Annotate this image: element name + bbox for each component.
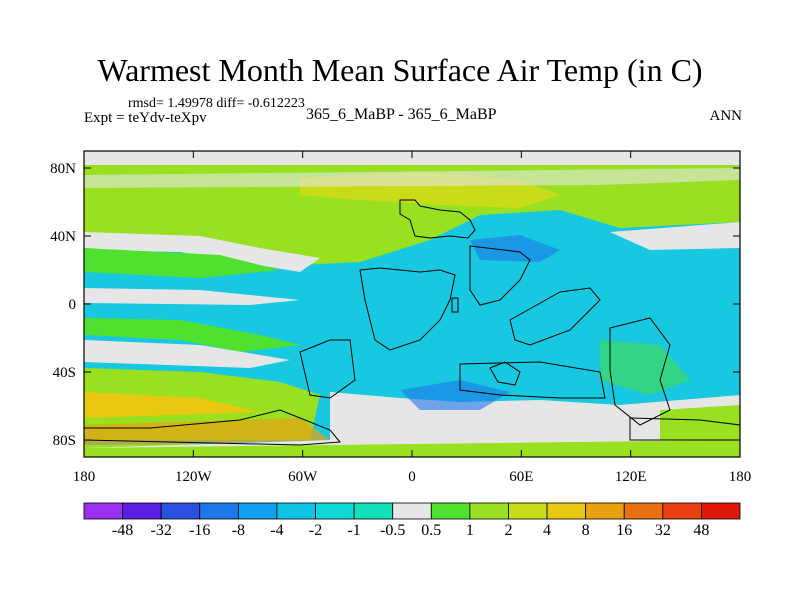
map-field (84, 151, 740, 457)
colorbar-swatch (276, 502, 316, 520)
x-tick-label: 60W (288, 469, 318, 485)
colorbar-swatch (315, 502, 355, 520)
y-tick-label: 40S (53, 365, 76, 381)
colorbar-level-label: 8 (582, 522, 590, 539)
colorbar-level-label: -1 (347, 522, 360, 539)
pacific-north-warm (84, 248, 280, 278)
cool-patch-asia (470, 235, 560, 262)
colorbar-swatch (237, 502, 278, 520)
season-label: ANN (709, 108, 743, 124)
colorbar-level-label: 16 (616, 522, 632, 539)
east-neutral-patch (610, 222, 740, 250)
north-warm-band (84, 165, 740, 265)
colorbar-swatch (469, 502, 509, 520)
x-tick-label: 60E (509, 469, 533, 485)
x-tick-label: 120W (175, 469, 213, 485)
y-tick-label: 0 (69, 297, 77, 313)
colorbar-level-label: -0.5 (380, 522, 405, 539)
y-tick-label: 80S (53, 433, 76, 449)
antarctic-shelf-outline (459, 361, 606, 399)
colorbar-swatch (199, 502, 239, 520)
colorbar-level-label: -32 (151, 522, 172, 539)
colorbar-swatch (430, 502, 471, 520)
south-neutral-band (84, 340, 290, 368)
x-tick-label: 180 (729, 469, 752, 485)
continent-outlines (83, 199, 741, 446)
y-tick-label: 80N (50, 161, 76, 177)
experiment-label: Expt = teYdv-teXpv (84, 110, 207, 126)
colorbar-level-label: -8 (232, 522, 245, 539)
y-tick-label: 40N (50, 229, 76, 245)
stats-text: rmsd= 1.49978 diff= -0.612223 (128, 96, 305, 111)
south-america-outline (299, 339, 356, 399)
colorbar-level-label: 48 (693, 522, 709, 539)
colorbar-swatch (392, 502, 432, 520)
colorbar-level-label: -4 (270, 522, 283, 539)
south-warm-band (84, 318, 300, 352)
comparison-label: 365_6_MaBP - 365_6_MaBP (306, 106, 497, 123)
axes: 180 120W 60W 0 60E 120E 180 80N 40N 0 40S 80S (50, 151, 751, 485)
colorbar-swatch (585, 502, 625, 520)
colorbar-level-label: -16 (189, 522, 210, 539)
colorbar-level-label: 4 (543, 522, 551, 539)
antarctic-west-outline (83, 409, 342, 446)
colorbar-swatch (160, 502, 201, 520)
equatorial-neutral (84, 288, 300, 305)
colorbar-level-label: 0.5 (421, 522, 441, 539)
colorbar-level-label: -2 (309, 522, 322, 539)
north-midlat-neutral (84, 232, 320, 272)
colorbar-level-label: 2 (504, 522, 512, 539)
europe-outline (399, 199, 476, 239)
southern-ocean-hot-edge (84, 418, 330, 447)
colorbar-swatch (353, 502, 394, 520)
asia-outline (469, 245, 531, 306)
australia-outline (609, 317, 671, 426)
colorbar-level-label: 32 (655, 522, 671, 539)
colorbar-swatch (508, 502, 548, 520)
africa-outline (359, 267, 456, 351)
colorbar-swatch (83, 502, 123, 520)
colorbar-swatch (122, 502, 162, 520)
x-tick-label: 0 (408, 469, 416, 485)
cool-patch-south (400, 380, 510, 410)
colorbar-swatch (546, 502, 587, 520)
southern-neutral-belt (84, 392, 740, 448)
north-neutral-streak (84, 168, 740, 188)
colorbar-swatch (701, 502, 741, 520)
colorbar-swatch (623, 502, 664, 520)
island-outline (451, 297, 459, 313)
colorbar-level-label: 1 (466, 522, 474, 539)
chart-title: Warmest Month Mean Surface Air Temp (in … (97, 52, 703, 88)
colorbar-swatch (662, 502, 702, 520)
southern-ocean-hot-core (84, 392, 260, 418)
southeast-asia-outline (509, 287, 601, 346)
east-south-warm-patch (660, 405, 740, 440)
colorbar-level-label: -48 (112, 522, 133, 539)
colorbar: -48 -32 -16 -8 -4 -2 -1 -0.5 0.5 1 2 4 8 16 32 48 (83, 502, 741, 539)
x-tick-label: 120E (615, 469, 647, 485)
x-tick-label: 180 (73, 469, 96, 485)
